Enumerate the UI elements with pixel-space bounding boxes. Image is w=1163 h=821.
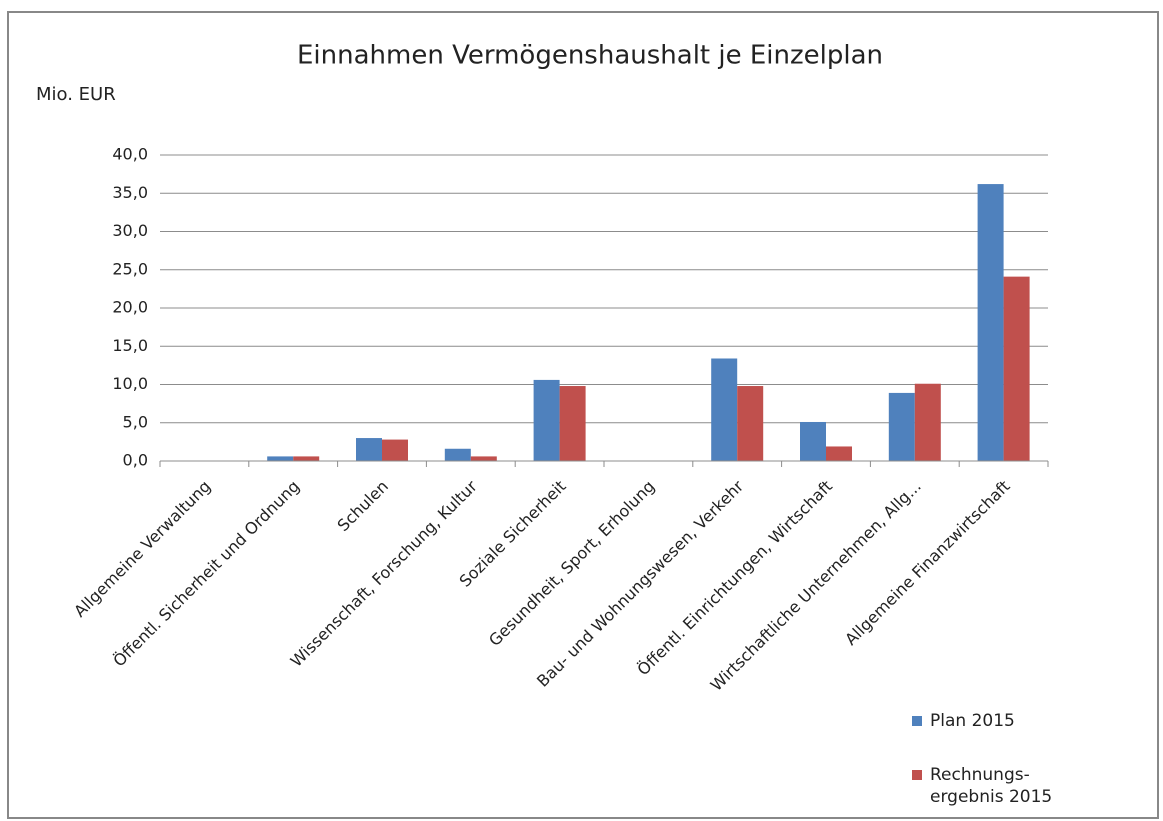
bar: [888, 392, 915, 461]
legend-label: Rechnungs- ergebnis 2015: [930, 765, 1053, 807]
y-tick-label: 0,0: [123, 451, 148, 470]
bar: [737, 386, 764, 461]
bar: [826, 446, 852, 461]
bar: [293, 456, 320, 461]
y-tick-label: 25,0: [112, 259, 148, 278]
bar: [1003, 276, 1030, 461]
bar: [533, 379, 560, 461]
bar: [800, 421, 826, 461]
bar: [559, 386, 586, 461]
y-axis-label: Mio. EUR: [36, 84, 116, 105]
bar: [470, 456, 497, 461]
legend-label: Plan 2015: [930, 711, 1015, 731]
legend-item: Plan 2015: [912, 710, 1052, 732]
y-tick-label: 40,0: [112, 145, 148, 164]
chart-title: Einnahmen Vermögenshaushalt je Einzelpla…: [297, 41, 883, 71]
bar: [914, 383, 941, 461]
x-tick-label: Öffentl. Sicherheit und Ordnung: [109, 477, 303, 671]
legend-swatch: [912, 770, 922, 780]
frame: [7, 11, 1159, 819]
bar: [267, 456, 294, 461]
bar: [356, 438, 382, 461]
y-tick-label: 10,0: [112, 374, 148, 393]
y-tick-label: 15,0: [112, 336, 148, 355]
bar: [382, 439, 408, 461]
y-tick-label: 20,0: [112, 298, 148, 317]
x-tick-label: Wissenschaft, Forschung, Kultur: [287, 476, 481, 670]
y-tick-label: 30,0: [112, 221, 148, 240]
legend-item: Rechnungs- ergebnis 2015: [912, 764, 1052, 808]
y-tick-label: 5,0: [123, 412, 148, 431]
y-tick-label: 35,0: [112, 183, 148, 202]
bar: [977, 184, 1004, 461]
x-tick-label: Schulen: [334, 477, 392, 535]
bar: [711, 358, 738, 461]
bar: [444, 448, 471, 461]
legend: Plan 2015 Rechnungs- ergebnis 2015: [912, 710, 1052, 821]
legend-swatch: [912, 716, 922, 726]
x-tick-label: Gesundheit, Sport, Erholung: [485, 477, 658, 650]
x-tick-label: Allgemeine Finanzwirtschaft: [841, 477, 1013, 649]
x-tick-label: Öffentl. Einrichtungen, Wirtschaft: [633, 477, 836, 680]
